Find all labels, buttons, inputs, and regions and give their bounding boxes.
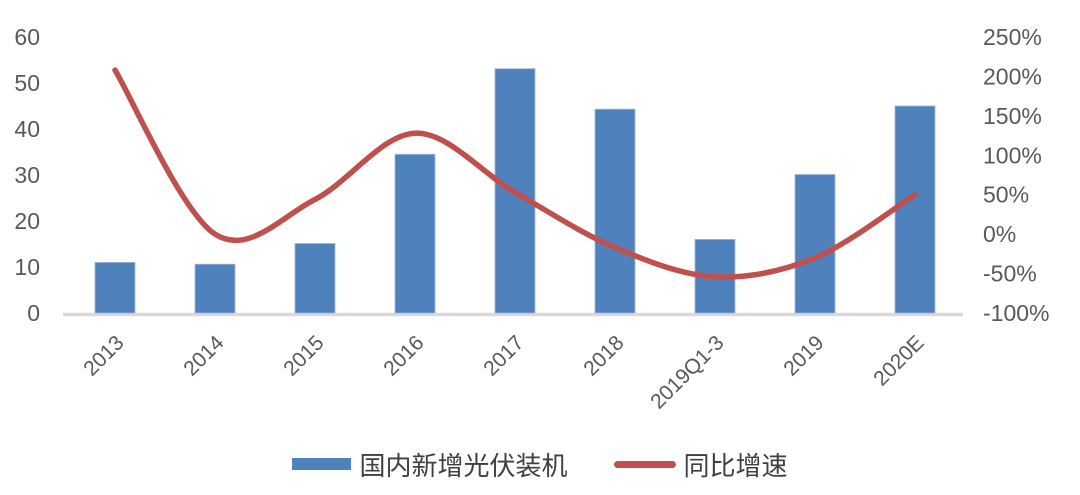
- x-axis-label-2017: 2017: [479, 331, 528, 380]
- bar-2014: [194, 263, 236, 314]
- bar-2020E: [894, 105, 936, 314]
- right-axis-tick-150: 150%: [983, 103, 1042, 129]
- right-axis-tick-0: 0%: [983, 221, 1016, 247]
- left-axis-tick-40: 40: [14, 116, 40, 142]
- x-axis-label-2018: 2018: [579, 331, 628, 380]
- right-axis-tick-100: 100%: [983, 142, 1042, 168]
- x-axis-label-2019Q1-3: 2019Q1-3: [646, 331, 728, 413]
- legend-bar-swatch: [292, 458, 352, 470]
- left-axis-tick-10: 10: [14, 254, 40, 280]
- x-axis-label-2019: 2019: [779, 331, 828, 380]
- left-axis-tick-0: 0: [27, 300, 40, 326]
- x-axis-label-2015: 2015: [279, 331, 328, 380]
- combo-chart-plot: 0 10 20 30 40 50 60 -100% -50% 0% 50% 100% 150% 200% 2…: [14, 24, 1049, 414]
- bar-2016: [394, 153, 436, 314]
- x-axis-label-2020E: 2020E: [869, 331, 928, 390]
- growth-line: [112, 67, 918, 280]
- left-axis-tick-60: 60: [14, 24, 40, 50]
- bar-2019: [794, 174, 836, 314]
- right-axis-tick--100: -100%: [983, 300, 1049, 326]
- legend: 国内新增光伏装机 同比增速: [0, 444, 1080, 484]
- left-axis-tick-50: 50: [14, 70, 40, 96]
- left-axis-tick-30: 30: [14, 162, 40, 188]
- bar-2015: [294, 243, 336, 314]
- right-axis-tick-200: 200%: [983, 63, 1042, 89]
- legend-line-swatch: [613, 460, 676, 468]
- right-axis-tick-250: 250%: [983, 24, 1042, 50]
- legend-line-label: 同比增速: [683, 451, 788, 481]
- right-axis-tick--50: -50%: [983, 261, 1037, 287]
- legend-bar-label: 国内新增光伏装机: [359, 451, 568, 481]
- x-axis-label-2013: 2013: [79, 331, 128, 380]
- bar-2013: [94, 261, 136, 314]
- right-axis-tick-50: 50%: [983, 182, 1029, 208]
- bar-2018: [594, 108, 636, 314]
- x-axis-label-2014: 2014: [179, 331, 229, 381]
- left-axis-tick-20: 20: [14, 208, 40, 234]
- x-axis-label-2016: 2016: [379, 331, 428, 380]
